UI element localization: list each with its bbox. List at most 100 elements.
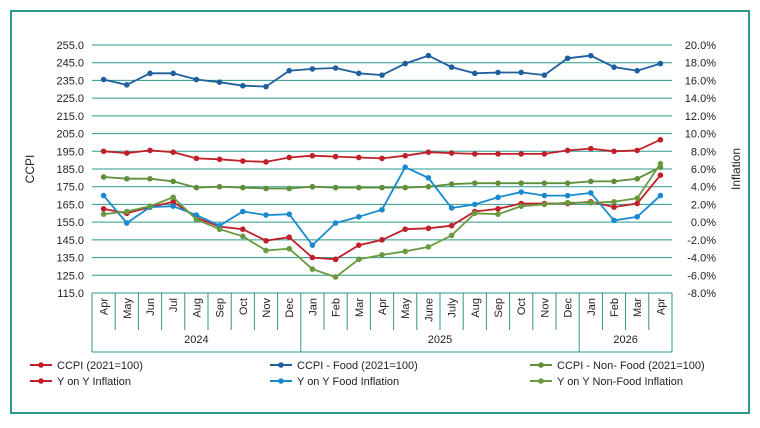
- data-point: [634, 67, 640, 74]
- data-point: [657, 160, 664, 167]
- x-tick-label: Mar: [354, 298, 366, 317]
- data-point: [541, 201, 548, 208]
- data-point: [588, 52, 594, 59]
- legend-marker: [538, 362, 544, 368]
- data-point: [286, 154, 293, 161]
- data-point: [379, 206, 385, 213]
- x-tick-label: Dec: [284, 298, 296, 318]
- data-point: [124, 150, 130, 156]
- data-point: [425, 225, 432, 232]
- data-point: [448, 64, 455, 70]
- y2-tick-label: 4.0%: [691, 182, 716, 194]
- data-point: [332, 65, 339, 71]
- data-point: [564, 147, 571, 154]
- data-point: [448, 181, 455, 187]
- data-point: [425, 52, 432, 59]
- data-point: [379, 184, 385, 191]
- data-point: [100, 211, 107, 217]
- data-point: [193, 216, 200, 223]
- x-tick-label: Sep: [493, 298, 505, 318]
- data-point: [309, 266, 316, 272]
- data-point: [425, 175, 432, 181]
- legend-marker: [278, 378, 284, 384]
- data-point: [588, 190, 594, 196]
- legend-marker: [538, 378, 544, 384]
- series-line: [103, 54, 661, 88]
- chart-frame: [10, 10, 750, 414]
- data-point: [425, 244, 432, 250]
- data-point: [263, 83, 269, 90]
- data-point: [356, 184, 362, 191]
- data-point: [286, 245, 293, 252]
- data-point: [356, 214, 362, 220]
- x-tick-label: Nov: [539, 298, 551, 318]
- y2-tick-label: 20.0%: [685, 40, 716, 52]
- data-point: [448, 232, 455, 239]
- y-tick-label: 145.0: [56, 235, 84, 247]
- data-point: [588, 145, 594, 152]
- data-point: [170, 203, 176, 209]
- data-point: [379, 252, 385, 258]
- x-tick-label: Feb: [609, 298, 621, 317]
- data-point: [356, 154, 362, 161]
- data-point: [332, 184, 339, 191]
- data-point: [193, 155, 200, 162]
- x-tick-label: Jul: [168, 298, 180, 312]
- data-point: [518, 189, 524, 195]
- data-point: [216, 183, 223, 190]
- data-point: [472, 70, 478, 77]
- data-point: [170, 70, 176, 77]
- y2-tick-label: 12.0%: [685, 111, 716, 123]
- data-point: [332, 153, 339, 160]
- y-tick-label: 255.0: [56, 40, 84, 52]
- data-point: [309, 66, 316, 72]
- data-point: [332, 220, 339, 226]
- y2-tick-label: 0.0%: [691, 217, 716, 229]
- data-point: [402, 248, 409, 255]
- data-point: [472, 201, 478, 208]
- y-tick-label: 195.0: [56, 146, 84, 158]
- y-axis-title: CCPI: [23, 155, 37, 184]
- data-point: [611, 178, 617, 185]
- data-point: [541, 180, 548, 186]
- data-point: [286, 67, 293, 74]
- legend-label: Y on Y Food Inflation: [297, 376, 399, 388]
- x-tick-label: Feb: [331, 298, 343, 317]
- data-point: [100, 192, 107, 199]
- data-point: [147, 175, 153, 182]
- y-tick-label: 175.0: [56, 182, 84, 194]
- x-tick-label: Jan: [307, 298, 319, 316]
- data-point: [495, 69, 501, 76]
- y2-tick-label: 18.0%: [685, 58, 716, 70]
- data-point: [495, 180, 501, 186]
- data-point: [611, 64, 617, 70]
- data-point: [518, 203, 524, 209]
- data-point: [147, 70, 153, 77]
- x-tick-label: Dec: [563, 298, 575, 318]
- x-tick-label: Aug: [191, 298, 203, 318]
- data-point: [356, 70, 362, 77]
- year-group-label: 2024: [184, 334, 208, 346]
- data-point: [518, 69, 524, 76]
- data-point: [657, 172, 664, 178]
- data-point: [402, 60, 409, 67]
- data-point: [541, 72, 548, 78]
- data-point: [100, 76, 107, 83]
- data-point: [379, 237, 385, 243]
- data-point: [611, 198, 617, 205]
- data-point: [611, 217, 617, 224]
- data-point: [216, 79, 223, 85]
- y-tick-label: 205.0: [56, 129, 84, 141]
- x-tick-label: May: [400, 298, 412, 319]
- year-group-label: 2025: [428, 334, 452, 346]
- y2-tick-label: 8.0%: [691, 146, 716, 158]
- legend-label: CCPI - Food (2021=100): [297, 360, 418, 372]
- legend-label: Y on Y Inflation: [57, 376, 131, 388]
- data-point: [541, 192, 548, 199]
- y-tick-label: 185.0: [56, 164, 84, 176]
- data-point: [100, 148, 107, 155]
- data-point: [286, 211, 293, 217]
- y2-tick-label: 14.0%: [685, 93, 716, 105]
- data-point: [124, 82, 130, 88]
- data-point: [240, 226, 246, 233]
